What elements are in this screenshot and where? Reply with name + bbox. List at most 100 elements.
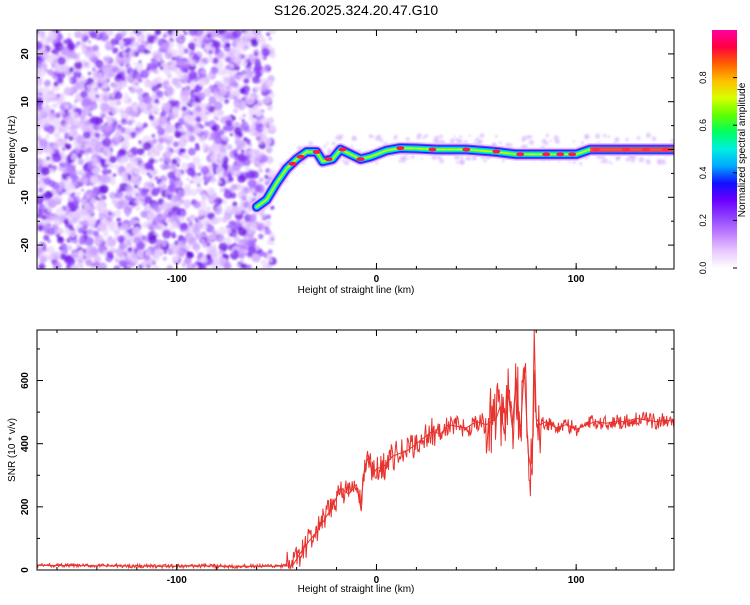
noise-speckle	[38, 263, 46, 269]
noise-speckle	[188, 30, 198, 37]
noise-speckle	[146, 172, 150, 176]
noise-speckle	[171, 158, 178, 165]
noise-speckle	[224, 98, 230, 104]
noise-speckle	[140, 30, 147, 34]
noise-speckle	[424, 134, 428, 138]
noise-speckle	[172, 141, 179, 148]
noise-speckle	[260, 162, 265, 167]
noise-speckle	[123, 240, 128, 245]
noise-speckle	[203, 88, 212, 97]
noise-speckle	[189, 59, 197, 67]
noise-speckle	[175, 68, 183, 76]
noise-speckle	[37, 60, 42, 66]
noise-speckle	[432, 138, 439, 144]
noise-speckle	[168, 208, 173, 212]
heatmap-noise-region	[37, 30, 674, 269]
noise-speckle	[138, 36, 143, 40]
noise-speckle	[178, 36, 183, 41]
noise-speckle	[176, 189, 186, 198]
heatmap-x-tick-label: -100	[167, 274, 187, 285]
noise-speckle	[193, 264, 199, 269]
noise-speckle	[206, 105, 211, 110]
noise-speckle	[85, 259, 93, 267]
noise-speckle	[112, 66, 120, 74]
noise-speckle	[84, 30, 89, 35]
noise-speckle	[183, 48, 189, 54]
noise-speckle	[208, 96, 217, 104]
noise-speckle	[181, 77, 188, 84]
noise-speckle	[248, 214, 257, 223]
noise-speckle	[79, 143, 86, 150]
noise-speckle	[460, 155, 464, 160]
noise-speckle	[595, 133, 601, 139]
colorbar-gradient	[712, 30, 737, 268]
noise-speckle	[478, 140, 482, 144]
noise-speckle	[178, 52, 184, 59]
noise-speckle	[46, 127, 55, 135]
noise-speckle	[184, 184, 191, 191]
snr-y-axis-label: SNR (10 * v/v)	[7, 418, 18, 482]
noise-speckle	[60, 150, 65, 156]
noise-speckle	[92, 44, 99, 52]
noise-speckle	[195, 127, 202, 134]
noise-speckle	[141, 221, 149, 229]
noise-speckle	[89, 102, 98, 110]
noise-speckle	[95, 116, 104, 125]
noise-speckle	[37, 30, 40, 34]
noise-speckle	[194, 217, 198, 222]
noise-speckle	[248, 222, 258, 232]
noise-speckle	[109, 216, 114, 221]
noise-speckle	[239, 84, 244, 88]
noise-speckle	[48, 55, 57, 64]
noise-speckle	[254, 184, 262, 193]
noise-speckle	[67, 42, 75, 51]
noise-speckle	[219, 198, 223, 203]
noise-speckle	[68, 135, 74, 141]
noise-speckle	[82, 97, 91, 106]
noise-speckle	[186, 99, 190, 103]
noise-speckle	[343, 159, 350, 166]
noise-speckle	[163, 163, 170, 170]
noise-speckle	[99, 184, 109, 194]
noise-speckle	[257, 165, 262, 170]
noise-speckle	[138, 78, 142, 83]
noise-speckle	[207, 73, 212, 78]
noise-speckle	[245, 67, 250, 72]
noise-speckle	[249, 185, 253, 190]
noise-speckle	[146, 211, 156, 220]
noise-speckle	[139, 188, 148, 198]
noise-speckle	[80, 209, 87, 215]
noise-speckle	[261, 264, 271, 269]
noise-speckle	[176, 163, 180, 167]
noise-speckle	[70, 153, 78, 161]
signal-peak	[356, 157, 365, 162]
noise-speckle	[235, 49, 241, 55]
noise-speckle	[78, 220, 83, 225]
noise-speckle	[197, 163, 203, 169]
noise-speckle	[57, 56, 66, 66]
snr-line	[37, 363, 674, 570]
noise-speckle	[218, 242, 228, 252]
noise-speckle	[61, 45, 65, 50]
noise-speckle	[473, 141, 476, 144]
noise-speckle	[210, 264, 220, 269]
noise-speckle	[181, 110, 186, 116]
noise-speckle	[136, 241, 146, 251]
noise-speckle	[233, 235, 241, 243]
noise-speckle	[97, 222, 107, 232]
noise-speckle	[148, 223, 156, 232]
noise-speckle	[224, 177, 228, 181]
noise-speckle	[615, 156, 620, 161]
noise-speckle	[117, 222, 122, 226]
noise-speckle	[188, 135, 196, 143]
noise-speckle	[116, 32, 122, 38]
noise-speckle	[472, 156, 476, 161]
noise-speckle	[140, 69, 149, 79]
noise-speckle	[116, 125, 122, 131]
noise-speckle	[572, 140, 576, 143]
noise-speckle	[143, 181, 152, 190]
noise-speckle	[174, 179, 183, 189]
noise-speckle	[165, 86, 174, 95]
noise-speckle	[218, 129, 225, 136]
